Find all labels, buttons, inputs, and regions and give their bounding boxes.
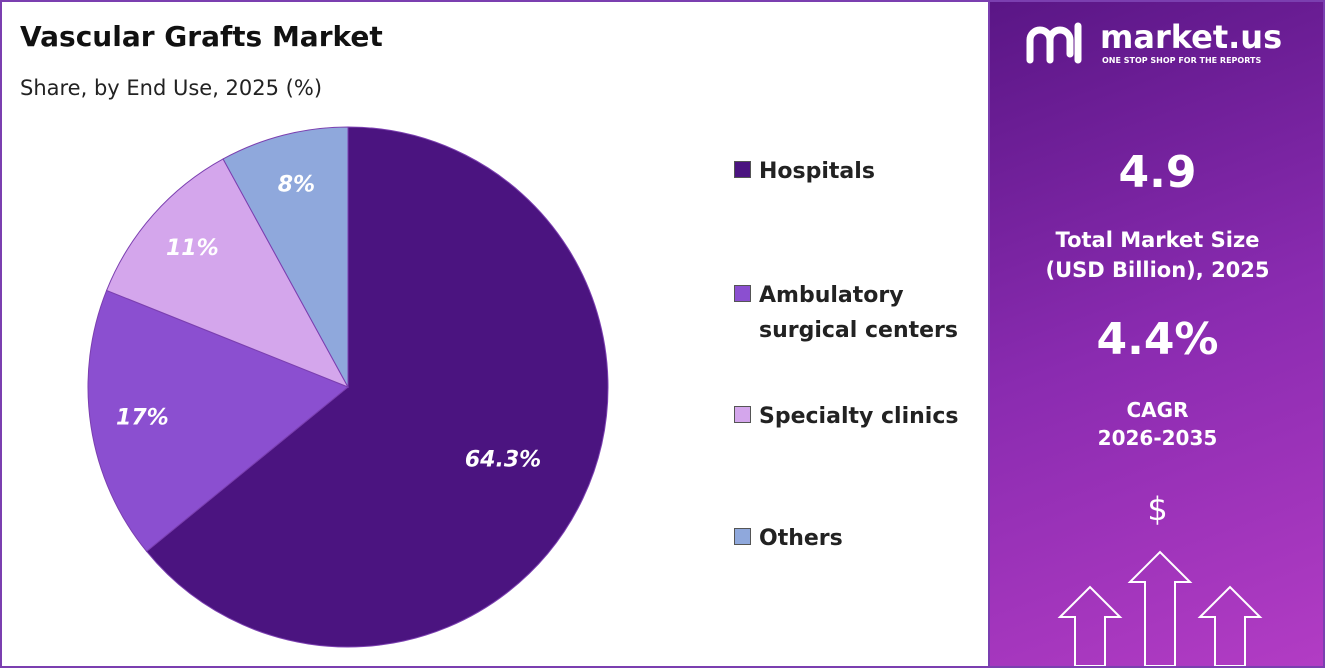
pie-slice xyxy=(222,126,349,388)
legend-label: Hospitals xyxy=(759,159,875,184)
market-size-label: (USD Billion), 2025 xyxy=(1045,258,1270,282)
legend-swatch xyxy=(734,528,751,545)
market-size-label: Total Market Size xyxy=(1055,228,1260,252)
legend-item: Ambulatory surgical centers xyxy=(734,278,974,348)
legend-item: Specialty clinics xyxy=(734,399,974,434)
brand: market.us xyxy=(1100,18,1283,56)
side-panel: market.us ONE STOP SHOP FOR THE REPORTS … xyxy=(988,2,1323,666)
legend-swatch xyxy=(734,285,751,302)
legend-swatch xyxy=(734,161,751,178)
legend-label: Specialty clinics xyxy=(759,404,959,429)
pie-chart: 64.3% 17% 11% 8% xyxy=(87,126,609,648)
pie-slice xyxy=(87,289,349,553)
cagr: 4.4% xyxy=(1096,314,1219,365)
data-label: 64.3% xyxy=(465,448,541,473)
chart-title: Vascular Grafts Market xyxy=(20,20,383,53)
legend-item: Hospitals xyxy=(734,154,974,189)
arrows-icon xyxy=(1057,550,1263,666)
cagr-label: CAGR xyxy=(1126,398,1189,422)
chart-subtitle: Share, by End Use, 2025 (%) xyxy=(20,76,323,100)
legend-item: Others xyxy=(734,521,974,556)
pie-slice xyxy=(105,158,350,388)
data-label: 8% xyxy=(278,172,315,197)
legend-label: Ambulatory surgical centers xyxy=(759,283,958,343)
market-size: 4.9 xyxy=(1118,147,1197,198)
legend-label: Others xyxy=(759,526,843,551)
dollar-icon: $ xyxy=(1147,490,1168,528)
legend-swatch xyxy=(734,406,751,423)
cagr-label: 2026-2035 xyxy=(1097,426,1218,450)
data-label: 17% xyxy=(116,405,169,430)
pie-slice xyxy=(145,126,609,648)
logo-icon xyxy=(1026,22,1082,64)
data-label: 11% xyxy=(166,236,219,261)
tagline: ONE STOP SHOP FOR THE REPORTS xyxy=(1102,56,1262,65)
